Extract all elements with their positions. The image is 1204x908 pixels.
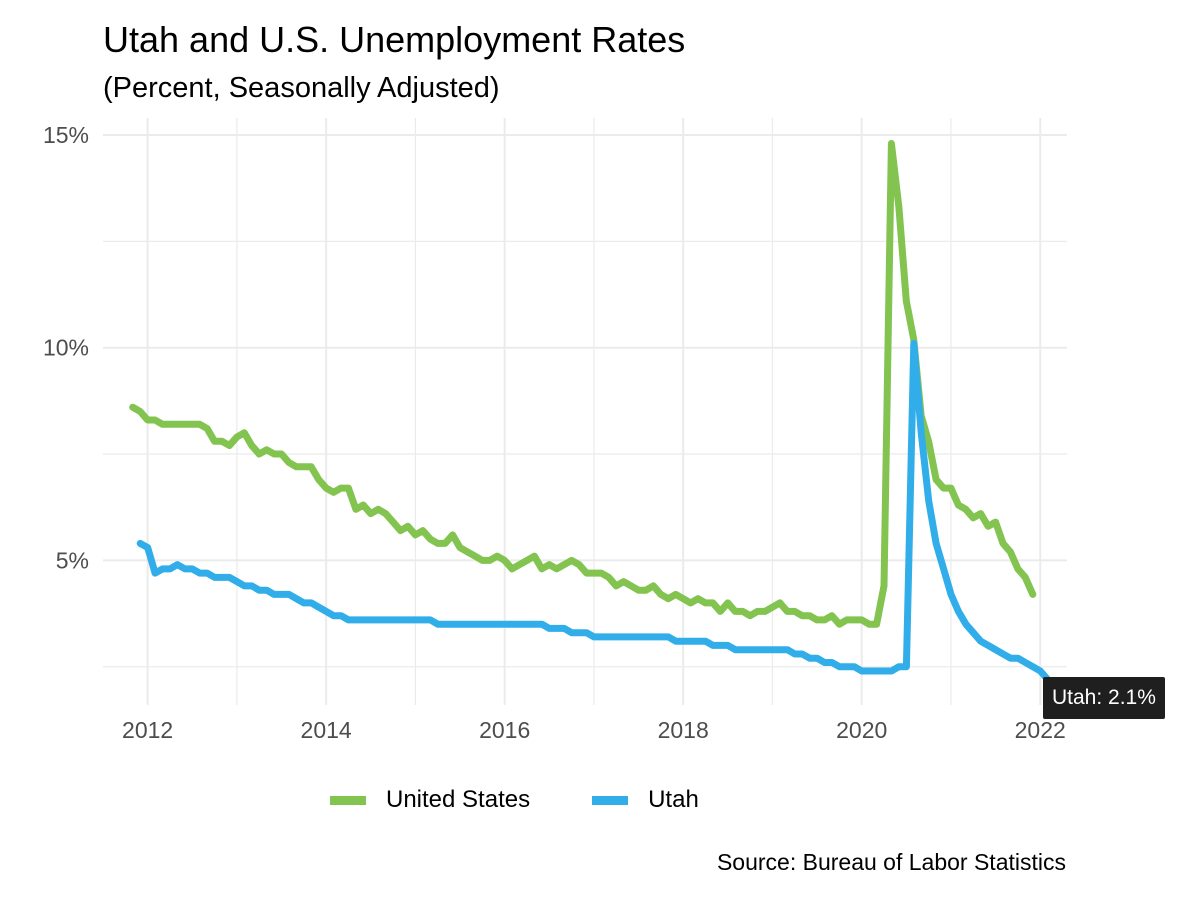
legend-label-united-states: United States bbox=[386, 786, 531, 813]
legend-item-united-states[interactable]: United States bbox=[330, 786, 530, 814]
legend-key-utah bbox=[592, 795, 629, 805]
x-tick-label: 2018 bbox=[658, 717, 709, 743]
x-tick-label: 2016 bbox=[479, 717, 530, 743]
y-tick-label: 15% bbox=[43, 122, 89, 148]
legend: United States Utah bbox=[330, 786, 761, 814]
legend-key-united-states bbox=[330, 795, 366, 805]
legend-item-utah[interactable]: Utah bbox=[592, 786, 699, 814]
x-tick-label: 2012 bbox=[122, 717, 173, 743]
hover-tooltip: Utah: 2.1% bbox=[1043, 677, 1165, 719]
chart-subtitle: (Percent, Seasonally Adjusted) bbox=[103, 72, 500, 104]
source-caption: Source: Bureau of Labor Statistics bbox=[716, 849, 1066, 875]
series-line-united-states bbox=[129, 140, 1037, 628]
x-tick-label: 2022 bbox=[1015, 717, 1066, 743]
x-tick-label: 2020 bbox=[836, 717, 887, 743]
legend-label-utah: Utah bbox=[648, 786, 699, 813]
series-lines bbox=[129, 140, 1059, 688]
x-tick-label: 2014 bbox=[301, 717, 352, 743]
series-line-utah bbox=[136, 339, 1059, 688]
tick-labels: 2012 2014 2016 2018 2020 2022 5% 10% 15% bbox=[43, 122, 1066, 743]
y-tick-label: 10% bbox=[43, 335, 89, 361]
y-tick-label: 5% bbox=[56, 547, 89, 573]
chart-title: Utah and U.S. Unemployment Rates bbox=[103, 19, 686, 60]
